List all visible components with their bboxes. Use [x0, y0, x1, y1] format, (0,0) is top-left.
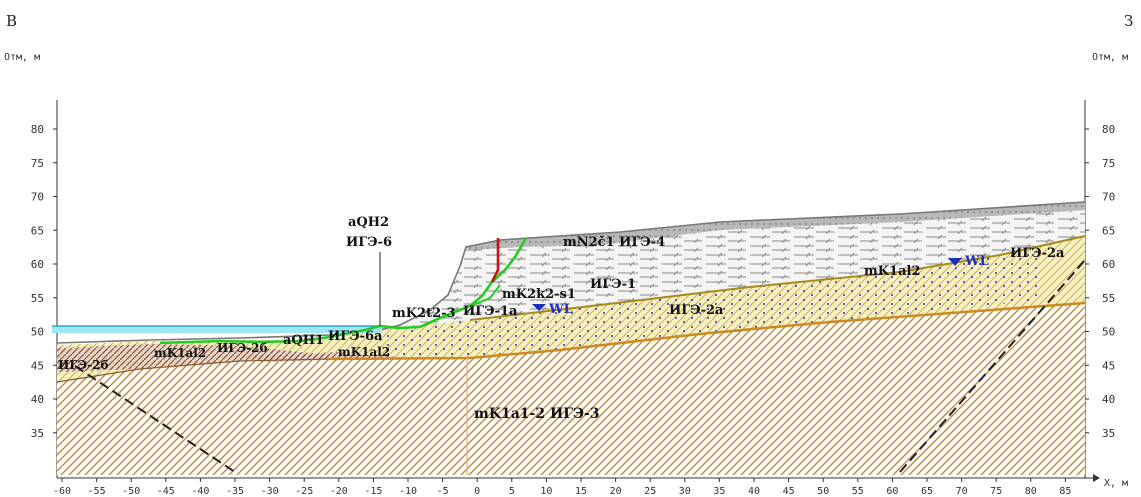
x-tick-label: 45	[783, 486, 795, 497]
x-tick-label: 85	[1059, 486, 1071, 497]
x-tick-label: -45	[157, 486, 175, 497]
x-tick-label: -25	[295, 486, 313, 497]
x-tick-label: 60	[886, 486, 898, 497]
section-start-label: В	[6, 12, 18, 30]
y-tick-label: 50	[31, 326, 44, 339]
y-axis-label-left: Отм, м	[4, 52, 41, 63]
x-tick-label: 70	[956, 486, 968, 497]
x-tick-label: 65	[921, 486, 933, 497]
label-ige2a-mid: ИГЭ-2а	[669, 303, 724, 318]
x-tick-label: 40	[748, 486, 760, 497]
y-tick-label: 55	[31, 292, 44, 305]
label-wl-right: WL	[964, 254, 989, 269]
green-boundary-right	[469, 284, 501, 307]
label-ige6a: ИГЭ-6а	[328, 329, 383, 344]
y-tick-label: 70	[1102, 191, 1115, 204]
x-tick-label: -50	[122, 486, 140, 497]
label-k1al2-right: mK1al2	[864, 264, 921, 279]
label-ige2b-mid: ИГЭ-2б	[217, 341, 268, 355]
x-axis-label: X, м	[1104, 478, 1128, 489]
x-tick-label: 35	[713, 486, 725, 497]
x-tick-label: -5	[437, 486, 449, 497]
x-tick-label: 20	[610, 486, 622, 497]
y-tick-label: 80	[31, 123, 44, 136]
green-boundary-left	[159, 237, 528, 345]
y-tick-label: 65	[31, 224, 44, 237]
x-axis-arrow	[1093, 474, 1100, 482]
contact-ige1-ige2a	[469, 235, 1086, 321]
y-tick-label: 60	[31, 258, 44, 271]
x-tick-label: 50	[817, 486, 829, 497]
x-tick-label: 15	[575, 486, 587, 497]
label-k2t2: mK2t2-3	[392, 306, 456, 321]
label-ige1a: ИГЭ-1а	[463, 304, 518, 319]
y-tick-label: 75	[1102, 157, 1115, 170]
section-end-label: З	[1124, 12, 1134, 30]
slip-line-left	[74, 365, 236, 473]
label-wl-left: WL	[548, 302, 573, 317]
ground-surface-line	[56, 201, 1086, 344]
layer-k1al2-band	[57, 344, 335, 372]
y-tick-label: 40	[1102, 393, 1115, 406]
x-tick-label: 30	[679, 486, 691, 497]
layer-ige2a-dots	[470, 250, 1040, 358]
label-ige1: ИГЭ-1	[590, 277, 636, 292]
x-tick-label: -55	[88, 486, 106, 497]
y-tick-label: 60	[1102, 258, 1115, 271]
x-axis-ticks: -60 -55 -50 -45 -40 -35 -30 -25 -20 -15 -10 -5 0 5 10 1…	[53, 478, 1071, 497]
y-tick-label: 45	[1102, 359, 1115, 372]
x-tick-label: -40	[191, 486, 209, 497]
x-tick-label: 0	[474, 486, 480, 497]
layer-ige3-base	[57, 303, 1085, 475]
layer-ige1	[380, 202, 1085, 330]
y-tick-label: 45	[31, 359, 44, 372]
x-tick-label: 75	[990, 486, 1002, 497]
y-tick-label: 35	[31, 427, 44, 440]
red-boundary	[490, 238, 500, 283]
label-base-ige3: mK1a1-2 ИГЭ-3	[474, 406, 600, 422]
x-tick-label: 25	[644, 486, 656, 497]
y-tick-label: 65	[1102, 224, 1115, 237]
label-aqh2: aQH2	[348, 215, 389, 230]
label-k2k2: mK2k2-s1	[502, 287, 576, 302]
water-body	[52, 326, 382, 333]
y-tick-label: 40	[31, 393, 44, 406]
y-tick-label: 70	[31, 191, 44, 204]
y-axis-label-right: Отм, м	[1092, 52, 1129, 63]
y-tick-label: 35	[1102, 427, 1115, 440]
wl-marker-right-icon	[948, 258, 962, 266]
y-tick-label: 50	[1102, 326, 1115, 339]
x-tick-label: 5	[509, 486, 515, 497]
x-tick-label: -10	[399, 486, 417, 497]
label-aqh1: aQH1	[283, 333, 324, 348]
label-n2-ige4: mN2č1 ИГЭ-4	[563, 235, 665, 250]
y-axis-ticks-left: 80 75 70 65 60 55 50 45 40 35	[31, 123, 57, 440]
y-axis-ticks-right: 80 75 70 65 60 55 50 45 40 35	[1085, 123, 1115, 440]
x-tick-label: 55	[852, 486, 864, 497]
label-ige2a-right: ИГЭ-2а	[1010, 246, 1065, 261]
x-tick-label: 80	[1025, 486, 1037, 497]
wl-marker-left-icon	[532, 304, 546, 311]
y-tick-label: 80	[1102, 123, 1115, 136]
label-k1al2-low: mK1al2	[338, 345, 390, 359]
label-k1al2-left: mK1al2	[154, 346, 206, 360]
x-tick-label: -30	[261, 486, 279, 497]
x-tick-label: -60	[53, 486, 71, 497]
x-tick-label: 10	[540, 486, 552, 497]
label-ige2b-left: ИГЭ-2б	[58, 358, 109, 372]
x-tick-label: -35	[226, 486, 244, 497]
slip-line-right	[899, 259, 1086, 473]
layer-ige1a-dots	[380, 320, 470, 358]
y-tick-label: 55	[1102, 292, 1115, 305]
contact-left-base	[56, 358, 331, 383]
layer-ige4	[466, 202, 1085, 250]
y-tick-label: 75	[31, 157, 44, 170]
label-ige6-top: ИГЭ-6	[346, 235, 392, 250]
x-tick-label: -20	[330, 486, 348, 497]
contact-ige2a-ige3	[329, 301, 1086, 361]
x-tick-label: -15	[364, 486, 382, 497]
